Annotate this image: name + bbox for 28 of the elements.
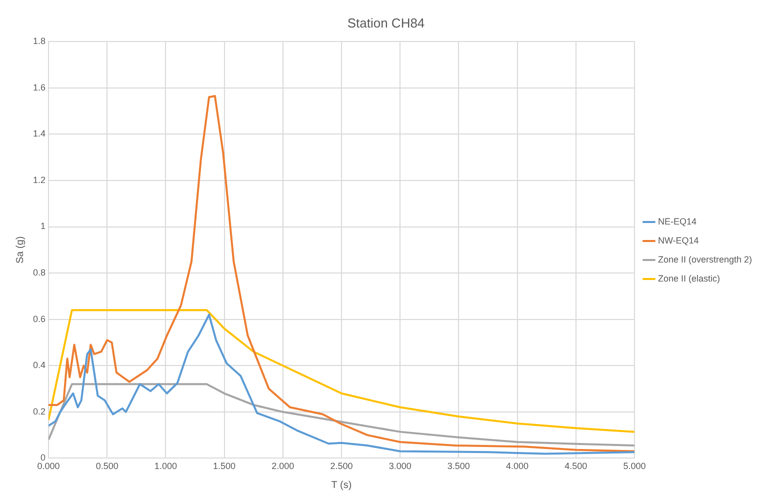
y-tick-label: 1.6 <box>32 82 46 92</box>
y-tick-label: 1.2 <box>32 174 46 185</box>
x-tick-label: 1.000 <box>154 461 177 472</box>
x-tick-label: 2.000 <box>272 461 294 472</box>
legend-label: NE-EQ14 <box>658 216 696 226</box>
legend-label: NW-EQ14 <box>658 235 699 246</box>
x-tick-label: 4.500 <box>564 461 588 472</box>
legend-label: Zone II (elastic) <box>658 273 720 284</box>
x-tick-label: 5.000 <box>623 461 646 472</box>
x-tick-label: 4.000 <box>506 461 529 472</box>
x-tick-label: 0.500 <box>96 461 118 472</box>
x-tick-label: 2.500 <box>330 461 353 472</box>
y-axis-title: Sa (g) <box>14 236 26 264</box>
legend-label: Zone II (overstrength 2) <box>658 254 752 264</box>
y-tick-label: 0.4 <box>32 360 46 370</box>
y-tick-label: 1 <box>40 221 46 232</box>
x-axis-title: T (s) <box>331 480 352 491</box>
y-tick-label: 0.6 <box>32 314 46 324</box>
y-tick-label: 0 <box>40 452 46 463</box>
y-tick-label: 1.8 <box>32 36 46 46</box>
x-tick-label: 0.000 <box>37 461 60 472</box>
y-tick-label: 0.8 <box>32 268 46 278</box>
y-tick-label: 0.2 <box>32 406 46 416</box>
y-tick-label: 1.4 <box>32 128 46 139</box>
x-tick-label: 3.000 <box>388 461 412 472</box>
x-tick-label: 1.500 <box>213 461 236 472</box>
x-tick-label: 3.500 <box>447 461 470 472</box>
chart-title: Station CH84 <box>347 15 425 30</box>
